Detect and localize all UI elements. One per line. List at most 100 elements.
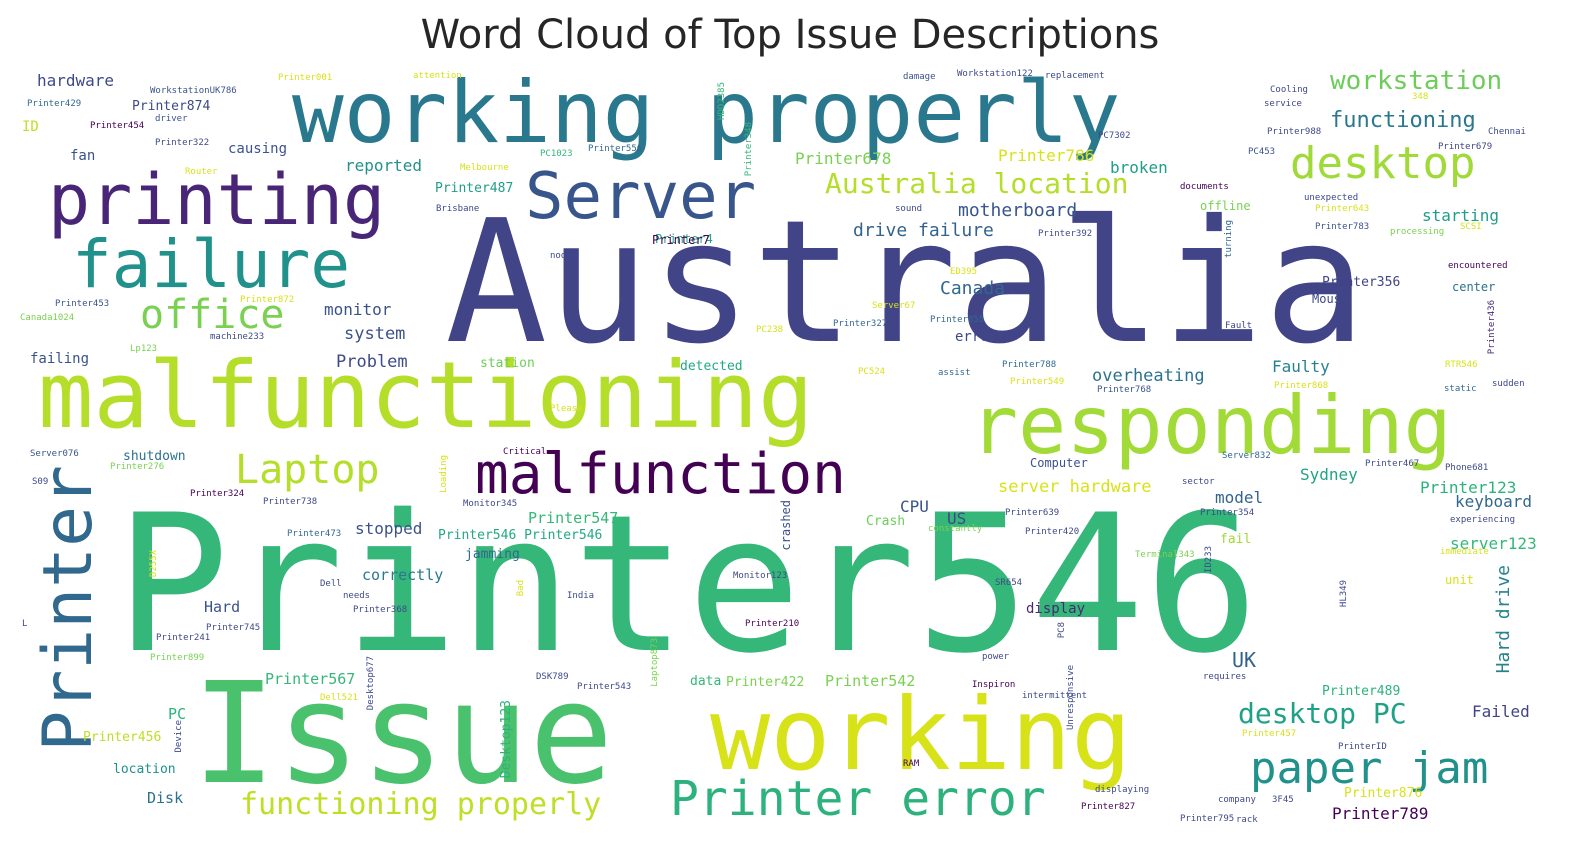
word-center: center (1452, 280, 1496, 294)
word-printer549: Printer549 (1010, 377, 1065, 387)
word-canada1024: Canada1024 (20, 313, 75, 323)
word-scsi: SCSI (1460, 222, 1482, 232)
word-printer855: Printer855 (930, 315, 985, 325)
word-office: office (140, 292, 285, 338)
word-detected: detected (680, 359, 743, 374)
word-printer241: Printer241 (156, 633, 211, 643)
word-printer789: Printer789 (1332, 804, 1429, 823)
word-data: data (690, 674, 722, 689)
word-desktop677: Desktop677 (366, 656, 376, 711)
word-printer322: Printer322 (155, 138, 210, 148)
word-bad: Bad (516, 580, 526, 597)
word-printer546: Printer546 (115, 474, 1259, 695)
word-fail: fail (1220, 532, 1252, 547)
word-printer348: Printer348 (744, 122, 754, 177)
word-348: 348 (1412, 92, 1429, 102)
word-server076: Server076 (30, 449, 79, 459)
word-cloud: Printer546 Australia working properly malfu… (10, 60, 1570, 850)
word-node: node (550, 251, 572, 261)
word-location: location (113, 762, 176, 777)
word-printer788: Printer788 (1002, 360, 1057, 370)
word-crash: Crash (866, 514, 906, 529)
word-driver: driver (155, 114, 188, 124)
word-uk: UK (1232, 648, 1257, 672)
word-experiencing: experiencing (1450, 515, 1516, 525)
word-id233: ID233 (1204, 546, 1214, 574)
word-fan: fan (70, 148, 96, 164)
word-model: model (1215, 488, 1264, 507)
word-turning: turning (1224, 220, 1234, 258)
word-printer354: Printer354 (1200, 508, 1255, 518)
word-printer467: Printer467 (1365, 459, 1420, 469)
word-overheating: overheating (1092, 366, 1205, 386)
word-server832: Server832 (1222, 451, 1271, 461)
word-printer7: Printer7 (652, 233, 710, 247)
word-australia: Australia (445, 184, 1367, 382)
word-server123: server123 (1450, 534, 1537, 553)
word-printer679: Printer679 (1438, 142, 1493, 152)
word-printer457: Printer457 (1242, 729, 1297, 739)
word-drive-failure: drive failure (853, 220, 994, 241)
word-functioning: functioning (1330, 108, 1476, 133)
word-intermittent: intermittent (1022, 691, 1088, 701)
word-fault: Fault (1225, 321, 1253, 331)
word-printer-error: Printer error (670, 771, 1046, 827)
word-d255x: D255X (149, 550, 159, 578)
word-constantly: constantly (928, 524, 983, 534)
word-faulty: Faulty (1272, 357, 1330, 376)
word-encountered: encountered (1448, 261, 1508, 271)
word-reported: reported (345, 156, 423, 175)
word-device: Device (174, 720, 184, 753)
word-cpu: CPU (900, 497, 929, 516)
word-printer356: Printer356 (1322, 275, 1401, 290)
word-printer368: Printer368 (353, 605, 408, 615)
word-dsk789: DSK789 (536, 672, 569, 682)
word-please: Please (550, 404, 583, 414)
word-immediate: immediate (1440, 547, 1489, 557)
word-correctly: correctly (362, 566, 444, 584)
word-melbourne: Melbourne (460, 163, 509, 173)
word-chennai: Chennai (1488, 127, 1526, 137)
word-damage: damage (903, 72, 936, 82)
word-monitor123: Monitor123 (733, 571, 788, 581)
word-laptop: Laptop (235, 447, 380, 493)
word-unit: unit (1445, 573, 1474, 587)
word-printerid: PrinterID (1338, 742, 1387, 752)
word-printer783: Printer783 (1315, 222, 1370, 232)
word-pc8: PC8 (1057, 622, 1067, 639)
word-problem: Problem (336, 352, 408, 372)
word-unexpected: unexpected (1304, 193, 1359, 203)
word-ram: RAM (903, 759, 920, 769)
word-pc524: PC524 (858, 367, 886, 377)
word-sydney: Sydney (1300, 465, 1358, 484)
word-replacement: replacement (1045, 71, 1105, 81)
word-printing: printing (48, 159, 386, 241)
word-printer868: Printer868 (1274, 381, 1329, 391)
word-printer745: Printer745 (206, 623, 261, 633)
word-error: error (955, 329, 998, 345)
word-printer872: Printer872 (240, 295, 295, 305)
word-printer547: Printer547 (528, 509, 619, 527)
word-keyboard: keyboard (1455, 492, 1533, 511)
word-dell521: Dell521 (320, 693, 358, 703)
word-jamming: jamming (465, 547, 520, 562)
word-functioning-properly: functioning properly (240, 787, 602, 822)
word-motherboard: motherboard (958, 200, 1078, 221)
word-pc1023: PC1023 (540, 149, 573, 159)
word-hard: Hard (204, 598, 241, 616)
word-malfunction: malfunction (475, 442, 846, 507)
word-printer827: Printer827 (1081, 802, 1136, 812)
word-hl349: HL349 (1339, 580, 1349, 608)
word-printer639: Printer639 (1005, 508, 1060, 518)
word-printer420: Printer420 (1025, 527, 1080, 537)
word-paper-jam: paper jam (1250, 743, 1489, 794)
word-hardware: hardware (37, 71, 115, 90)
word-rtr546: RTR546 (1445, 360, 1478, 370)
word-canada: Canada (940, 278, 1006, 299)
word-responding: responding (970, 379, 1452, 472)
word-printer473: Printer473 (287, 529, 342, 539)
word-printer899: Printer899 (150, 653, 205, 663)
word-mouse: Mouse (1312, 292, 1349, 306)
word-loading: Loading (439, 455, 449, 493)
word-printer556: Printer556 (588, 144, 643, 154)
